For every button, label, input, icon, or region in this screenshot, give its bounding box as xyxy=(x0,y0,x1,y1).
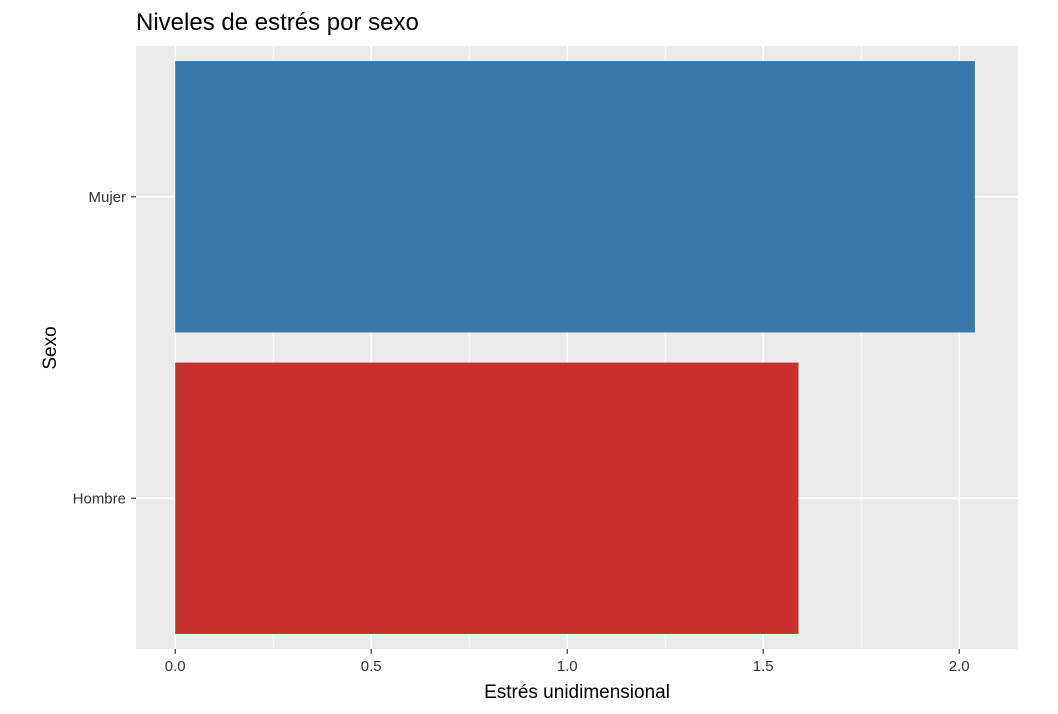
y-axis-title: Sexo xyxy=(40,326,61,369)
y-tick-label: Hombre xyxy=(73,490,126,507)
y-axis: Hombre Mujer xyxy=(73,189,136,507)
x-axis: 0.0 0.5 1.0 1.5 2.0 xyxy=(165,649,970,675)
bar-mujer xyxy=(175,61,975,333)
bar-hombre xyxy=(175,362,799,634)
y-tick-label: Mujer xyxy=(88,189,126,206)
x-tick-label: 0.5 xyxy=(361,658,382,675)
chart-title: Niveles de estrés por sexo xyxy=(136,9,419,36)
x-tick-label: 0.0 xyxy=(165,658,186,675)
x-tick-label: 1.5 xyxy=(753,658,774,675)
x-axis-title: Estrés unidimensional xyxy=(484,682,670,703)
bars xyxy=(175,61,975,634)
x-tick-label: 1.0 xyxy=(557,658,578,675)
x-tick-label: 2.0 xyxy=(949,658,970,675)
